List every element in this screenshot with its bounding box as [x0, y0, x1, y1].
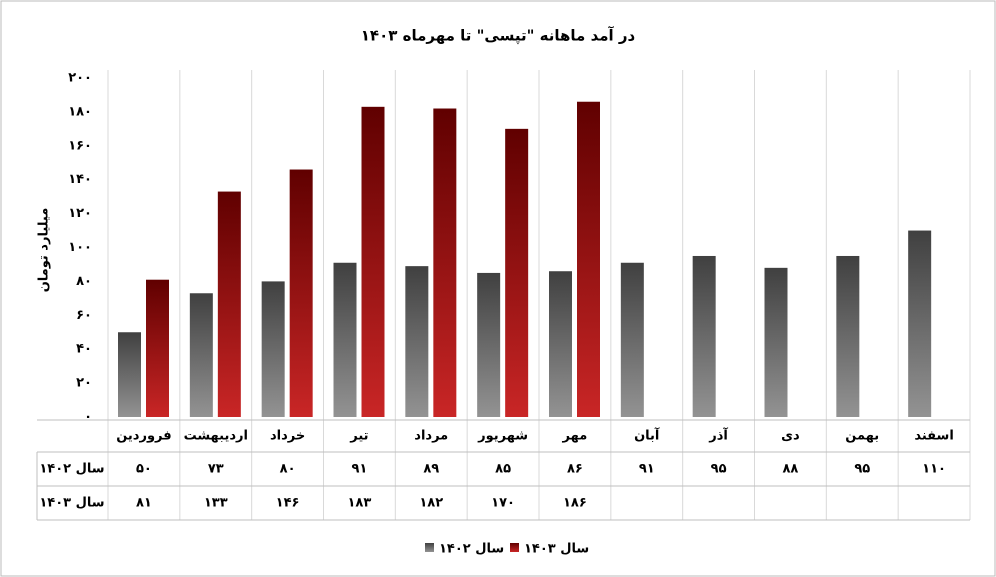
table-value: ۷۳	[208, 462, 224, 477]
bar	[289, 169, 313, 417]
bar	[405, 266, 429, 417]
category-label: اسفند	[914, 429, 953, 444]
category-label: آذر	[708, 427, 728, 444]
table-value: ۸۶	[567, 462, 583, 477]
bar	[189, 293, 213, 417]
category-label: شهریور	[477, 429, 528, 444]
table-value: ۵۰	[136, 462, 152, 477]
y-tick-label: ۲۰۰	[68, 71, 92, 86]
table-value: ۱۱۰	[922, 462, 946, 477]
bar	[577, 101, 600, 417]
category-label: تیر	[349, 429, 368, 444]
bar	[333, 262, 357, 417]
y-tick-label: ۲۰	[76, 376, 92, 391]
legend-label: سال ۱۴۰۲	[439, 542, 504, 557]
category-label: اردیبهشت	[184, 429, 248, 444]
table-value: ۸۰	[280, 462, 296, 477]
y-axis-label: میلیارد تومان	[37, 208, 52, 293]
bar	[433, 108, 457, 417]
table-value: ۹۱	[351, 462, 367, 477]
y-tick-label: ۱۸۰	[68, 104, 92, 119]
bar	[764, 267, 788, 417]
bar	[620, 262, 644, 417]
category-label: مرداد	[414, 429, 448, 444]
legend-label: سال ۱۴۰۳	[524, 542, 589, 557]
y-tick-label: ۸۰	[76, 274, 92, 289]
bar	[261, 281, 285, 417]
category-label: بهمن	[845, 429, 879, 444]
y-tick-label: ۶۰	[76, 308, 92, 323]
bar	[477, 272, 501, 417]
row-header: سال ۱۴۰۲	[39, 462, 104, 477]
category-label: آبان	[634, 427, 660, 444]
bar	[692, 255, 716, 417]
y-tick-label: ۱۰۰	[68, 240, 92, 255]
bar	[217, 191, 241, 417]
category-label: دی	[781, 429, 800, 444]
table-value: ۸۵	[495, 462, 511, 477]
bar	[908, 230, 932, 417]
table-value: ۸۹	[423, 462, 439, 477]
category-label: خرداد	[270, 429, 305, 444]
legend-swatch	[510, 543, 519, 552]
bar	[118, 332, 141, 417]
table-value: ۱۷۰	[491, 496, 515, 511]
bar	[836, 255, 860, 417]
y-tick-label: ۰	[84, 410, 92, 425]
legend-swatch	[425, 543, 434, 552]
bar	[549, 271, 572, 417]
category-label: مهر	[562, 429, 588, 444]
table-value: ۱۴۶	[276, 496, 300, 511]
table-value: ۱۳۳	[204, 496, 228, 511]
table-value: ۸۱	[136, 496, 152, 511]
row-header: سال ۱۴۰۳	[39, 496, 104, 511]
chart-title: در آمد ماهانه "تپسی" تا مهرماه ۱۴۰۳	[361, 27, 636, 46]
table-value: ۹۱	[639, 462, 655, 477]
y-tick-label: ۱۴۰	[68, 172, 92, 187]
table-value: ۹۵	[711, 462, 727, 477]
y-tick-label: ۱۶۰	[68, 138, 92, 153]
table-value: ۱۸۶	[563, 496, 587, 511]
y-tick-label: ۴۰	[76, 342, 92, 357]
bar	[505, 128, 529, 417]
bar	[146, 279, 169, 417]
bar	[361, 106, 385, 417]
table-value: ۱۸۲	[419, 496, 443, 511]
table-value: ۹۵	[854, 462, 870, 477]
y-tick-label: ۱۲۰	[68, 206, 92, 221]
table-value: ۸۸	[782, 462, 798, 477]
category-label: فروردین	[116, 429, 171, 444]
table-value: ۱۸۳	[348, 496, 372, 511]
